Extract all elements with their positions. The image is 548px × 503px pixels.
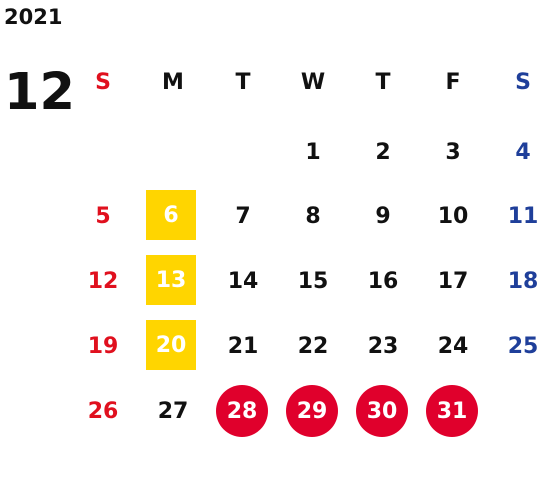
- day-cell-circled: 30: [356, 385, 408, 437]
- day-cell: 27: [157, 398, 189, 424]
- day-cell-circled: 31: [426, 385, 478, 437]
- day-cell-highlighted: 6: [146, 190, 196, 240]
- day-cell-sunday: 19: [87, 333, 119, 359]
- day-cell: 15: [297, 268, 329, 294]
- day-cell-sunday: 5: [95, 203, 111, 229]
- day-cell-circled: 28: [216, 385, 268, 437]
- day-cell: 1: [305, 139, 321, 165]
- weekday-header-tue: T: [235, 69, 251, 95]
- day-cell: 9: [375, 203, 391, 229]
- day-cell: 14: [227, 268, 259, 294]
- day-cell: 22: [297, 333, 329, 359]
- day-cell-highlighted: 13: [146, 255, 196, 305]
- day-cell-circled: 29: [286, 385, 338, 437]
- day-cell: 7: [235, 203, 251, 229]
- day-cell: 10: [437, 203, 469, 229]
- day-cell: 2: [375, 139, 391, 165]
- day-cell: 3: [445, 139, 461, 165]
- weekday-header-mon: M: [162, 69, 184, 95]
- day-cell-saturday: 25: [507, 333, 539, 359]
- day-cell: 24: [437, 333, 469, 359]
- day-cell-saturday: 18: [507, 268, 539, 294]
- weekday-header-fri: F: [445, 69, 461, 95]
- weekday-header-sat: S: [515, 69, 531, 95]
- day-cell-sunday: 12: [87, 268, 119, 294]
- day-cell: 23: [367, 333, 399, 359]
- year-label: 2021: [4, 5, 63, 29]
- day-cell-highlighted: 20: [146, 320, 196, 370]
- day-cell-saturday: 11: [507, 203, 539, 229]
- day-cell: 17: [437, 268, 469, 294]
- day-cell: 8: [305, 203, 321, 229]
- weekday-header-sun: S: [95, 69, 111, 95]
- month-number: 12: [4, 63, 75, 122]
- weekday-header-thu: T: [375, 69, 391, 95]
- day-cell: 21: [227, 333, 259, 359]
- day-cell: 16: [367, 268, 399, 294]
- day-cell-saturday: 4: [515, 139, 531, 165]
- day-cell-sunday: 26: [87, 398, 119, 424]
- weekday-header-wed: W: [300, 69, 326, 95]
